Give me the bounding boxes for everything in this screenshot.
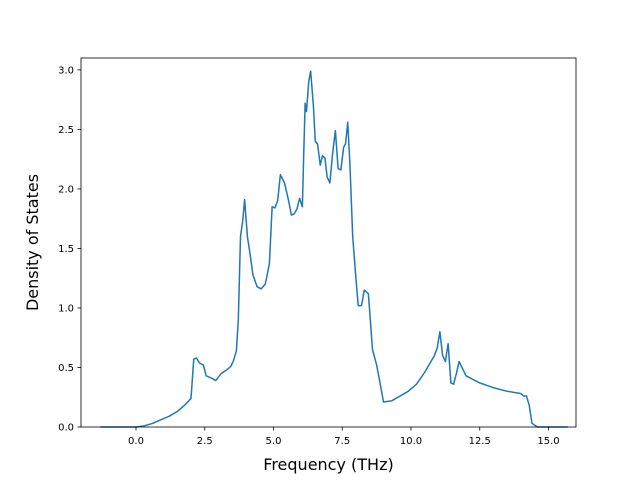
x-axis-label: Frequency (THz) (263, 455, 393, 474)
dos-series-line (100, 70, 568, 428)
y-axis-ticks: 0.0 0.5 1.0 1.5 2.0 2.5 3.0 (58, 65, 81, 434)
y-axis-label: Density of States (23, 174, 42, 311)
y-tick-label: 1.0 (58, 303, 74, 314)
y-tick-label: 0.0 (58, 423, 74, 434)
axes-frame (80, 57, 577, 428)
x-tick-label: 12.5 (469, 436, 491, 447)
plot-layer (100, 70, 568, 428)
x-tick-label: 5.0 (266, 436, 282, 447)
y-tick-label: 0.5 (58, 363, 74, 374)
y-tick-label: 2.5 (58, 125, 74, 136)
x-axis-ticks: 0.0 2.5 5.0 7.5 10.0 12.5 15.0 (128, 427, 560, 447)
y-tick-label: 1.5 (58, 244, 74, 255)
x-tick-label: 15.0 (537, 436, 559, 447)
x-tick-label: 10.0 (400, 436, 422, 447)
x-tick-label: 2.5 (197, 436, 213, 447)
x-tick-label: 7.5 (334, 436, 350, 447)
y-tick-label: 3.0 (58, 65, 74, 76)
y-tick-label: 2.0 (58, 184, 74, 195)
x-tick-label: 0.0 (128, 436, 144, 447)
